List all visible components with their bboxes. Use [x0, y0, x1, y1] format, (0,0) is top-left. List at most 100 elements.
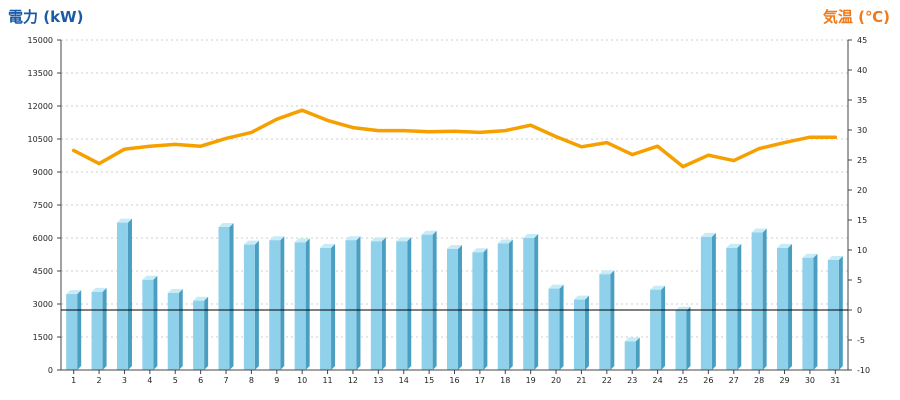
right-tick-label: 10	[857, 246, 867, 255]
right-tick-label: 0	[857, 306, 862, 315]
temperature-point	[300, 108, 304, 112]
temperature-point	[249, 130, 254, 134]
temperature-point	[681, 165, 685, 169]
bar	[66, 290, 82, 370]
bar-top	[320, 243, 336, 248]
bar	[675, 306, 691, 370]
bar-top	[700, 232, 716, 237]
left-axis-title: 電力 (kW)	[8, 8, 84, 26]
temperature-point	[224, 136, 228, 140]
bar-front	[573, 299, 585, 370]
x-tick-label: 22	[602, 376, 612, 385]
temperature-point	[351, 126, 355, 130]
bar-side	[280, 236, 285, 370]
temperature-point	[655, 144, 660, 148]
bar-front	[218, 227, 230, 370]
bar-front	[497, 243, 509, 370]
temperature-point	[833, 135, 837, 139]
bar-front	[777, 247, 789, 370]
temperature-point	[376, 129, 380, 133]
left-tick-label: 9000	[33, 168, 53, 177]
x-tick-label: 31	[830, 376, 840, 385]
bar	[650, 285, 666, 370]
bar-top	[827, 256, 843, 260]
temperature-point	[757, 147, 761, 151]
left-tick-label: 1500	[33, 333, 53, 342]
x-tick-label: 14	[399, 376, 409, 385]
bar	[167, 289, 183, 370]
x-tick-label: 26	[703, 376, 713, 385]
bar	[447, 245, 462, 370]
bar-front	[345, 240, 357, 370]
x-tick-label: 8	[249, 376, 254, 385]
bar-front	[116, 222, 128, 370]
x-tick-label: 30	[805, 376, 815, 385]
left-tick-label: 10500	[28, 135, 53, 144]
bar-side	[635, 337, 640, 370]
temperature-point	[579, 145, 584, 149]
bar	[548, 284, 564, 370]
bar-side	[305, 238, 310, 370]
bar	[523, 234, 539, 370]
bar-top	[573, 295, 589, 300]
bars-layer	[66, 218, 843, 370]
bar-side	[102, 287, 107, 370]
bar-front	[548, 288, 560, 370]
bar	[599, 270, 615, 370]
right-tick-label: -5	[857, 336, 865, 345]
left-tick-label: 0	[48, 366, 53, 375]
x-tick-label: 18	[500, 376, 510, 385]
bar-top	[447, 245, 462, 249]
bar-front	[421, 234, 433, 370]
x-tick-label: 3	[122, 376, 127, 385]
bar-front	[472, 252, 484, 370]
bar-top	[777, 243, 793, 248]
bar-front	[320, 247, 332, 370]
bar	[777, 243, 793, 370]
axes-layer	[57, 39, 852, 374]
bar-top	[396, 237, 412, 242]
bar	[193, 296, 209, 370]
temperature-point	[732, 159, 736, 163]
bar-side	[508, 239, 513, 370]
bar-side	[127, 218, 132, 370]
bar-top	[548, 284, 564, 289]
bar-top	[523, 234, 539, 238]
bar-side	[483, 248, 488, 370]
bar-front	[66, 294, 78, 370]
bar-top	[294, 238, 310, 243]
x-tick-label: 23	[627, 376, 637, 385]
right-tick-label: 5	[857, 276, 862, 285]
bar-side	[381, 237, 386, 370]
x-tick-label: 16	[449, 376, 459, 385]
bar-top	[167, 289, 183, 293]
bar-top	[91, 287, 107, 292]
bar-side	[737, 243, 742, 370]
bar-top	[650, 285, 666, 290]
bar	[116, 218, 132, 370]
bar	[243, 240, 259, 370]
bar-top	[218, 223, 234, 227]
bar	[624, 337, 640, 370]
x-tick-label: 20	[551, 376, 561, 385]
bar	[396, 237, 412, 370]
bar-front	[396, 241, 408, 370]
bar-side	[584, 295, 589, 370]
x-tick-label: 29	[779, 376, 789, 385]
x-tick-label: 9	[274, 376, 279, 385]
bar-top	[497, 239, 513, 244]
bar-top	[269, 236, 285, 241]
temperature-point	[503, 129, 507, 133]
bar-front	[650, 289, 662, 370]
temperature-point	[478, 130, 482, 134]
line-layer	[71, 108, 838, 169]
grid-layer	[61, 39, 848, 338]
bar	[421, 230, 437, 370]
bar-front	[726, 247, 738, 370]
bar-side	[534, 234, 539, 370]
bar-top	[726, 243, 742, 248]
bar	[751, 228, 767, 370]
bar	[370, 237, 386, 370]
x-tick-label: 11	[322, 376, 332, 385]
